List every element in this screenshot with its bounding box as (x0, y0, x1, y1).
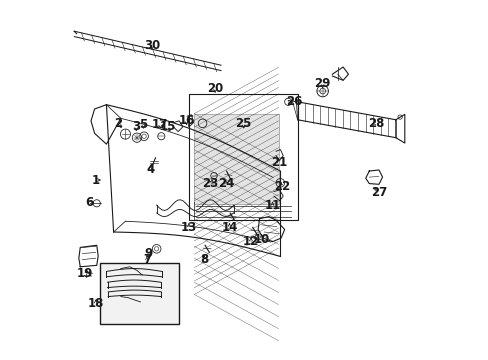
Text: 8: 8 (200, 253, 208, 266)
Text: 27: 27 (370, 186, 386, 199)
Text: 19: 19 (77, 267, 93, 280)
Bar (100, 263, 179, 324)
Text: 12: 12 (243, 235, 259, 248)
Text: 2: 2 (114, 117, 122, 130)
Text: 1: 1 (91, 174, 100, 186)
Text: 11: 11 (264, 199, 280, 212)
Text: 25: 25 (235, 117, 251, 130)
Text: 29: 29 (314, 77, 330, 90)
Text: 21: 21 (271, 156, 287, 169)
Text: 6: 6 (85, 196, 94, 209)
Text: 7: 7 (142, 253, 151, 266)
Text: 14: 14 (221, 221, 237, 234)
Text: 10: 10 (253, 233, 269, 246)
Text: 15: 15 (159, 121, 175, 134)
Text: 13: 13 (181, 221, 197, 234)
Text: 17: 17 (152, 118, 168, 131)
Text: 9: 9 (144, 247, 153, 260)
Text: 28: 28 (367, 117, 384, 130)
Text: 24: 24 (217, 177, 234, 190)
Text: 18: 18 (87, 297, 103, 310)
Text: 3: 3 (132, 121, 140, 134)
Text: 5: 5 (139, 118, 147, 131)
Text: 20: 20 (206, 82, 223, 95)
Text: 4: 4 (146, 163, 154, 176)
Text: 16: 16 (178, 114, 194, 127)
Text: 22: 22 (273, 180, 290, 193)
Text: 30: 30 (143, 39, 160, 52)
Bar (194, 114, 278, 204)
Text: 26: 26 (285, 95, 302, 108)
Bar (188, 94, 298, 220)
Text: 23: 23 (202, 177, 218, 190)
